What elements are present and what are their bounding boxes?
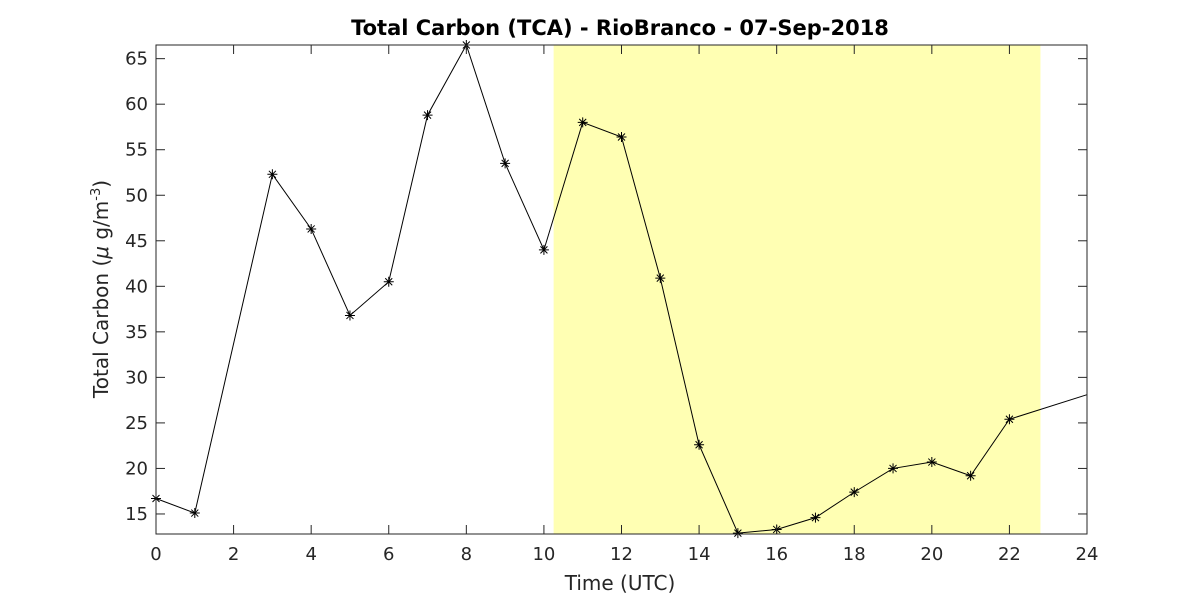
highlight-band — [553, 45, 1041, 534]
asterisk-marker — [500, 158, 511, 169]
data-point — [694, 439, 705, 450]
data-point — [1004, 414, 1015, 425]
data-point — [383, 276, 394, 287]
series-layer — [155, 43, 1010, 534]
asterisk-marker — [344, 310, 355, 321]
data-point — [344, 310, 355, 321]
asterisk-marker — [810, 512, 821, 523]
x-tick-label: 14 — [688, 544, 711, 565]
asterisk-marker — [189, 508, 200, 519]
data-point — [655, 273, 666, 284]
x-tick-label: 4 — [305, 544, 316, 565]
y-tick-label: 65 — [125, 49, 148, 70]
y-axis-label-suffix: ) — [89, 180, 113, 188]
data-point — [926, 457, 937, 468]
x-tick-label: 2 — [228, 544, 239, 565]
y-axis-label-mu: μ — [89, 246, 113, 260]
x-axis-label: Time (UTC) — [564, 571, 676, 595]
asterisk-marker — [306, 223, 317, 234]
data-point — [500, 158, 511, 169]
y-tick-label: 25 — [125, 413, 148, 434]
y-tick-label: 55 — [125, 140, 148, 161]
asterisk-marker — [1004, 414, 1015, 425]
asterisk-marker — [538, 244, 549, 255]
series-line — [155, 43, 1010, 534]
trailing-line — [1009, 394, 1088, 420]
x-tick-label: 24 — [1076, 544, 1099, 565]
data-point — [849, 487, 860, 498]
asterisk-marker — [422, 110, 433, 121]
asterisk-marker — [732, 528, 743, 539]
data-point — [616, 131, 627, 142]
x-tick-label: 12 — [610, 544, 633, 565]
y-tick-label: 30 — [125, 367, 148, 388]
asterisk-marker — [694, 439, 705, 450]
asterisk-marker — [888, 463, 899, 474]
data-point — [577, 117, 588, 128]
x-tick-label: 18 — [843, 544, 866, 565]
data-point — [810, 512, 821, 523]
data-point — [888, 463, 899, 474]
data-point — [422, 110, 433, 121]
y-tick-label: 50 — [125, 185, 148, 206]
x-tick-label: 22 — [998, 544, 1021, 565]
x-tick-label: 20 — [920, 544, 943, 565]
y-ticks: 15 20 25 30 35 40 45 50 55 60 65 — [125, 49, 1087, 525]
asterisk-marker — [655, 273, 666, 284]
trailing-line-layer — [1009, 394, 1088, 420]
data-point — [306, 223, 317, 234]
y-tick-label: 35 — [125, 322, 148, 343]
y-axis-label: Total Carbon (μ g/m-3) — [89, 180, 113, 399]
x-tick-label: 10 — [532, 544, 555, 565]
data-point — [732, 528, 743, 539]
asterisk-marker — [849, 487, 860, 498]
asterisk-marker — [616, 131, 627, 142]
asterisk-marker — [965, 470, 976, 481]
x-tick-label: 16 — [765, 544, 788, 565]
asterisk-marker — [383, 276, 394, 287]
x-tick-label: 6 — [383, 544, 394, 565]
y-tick-label: 45 — [125, 231, 148, 252]
asterisk-marker — [926, 457, 937, 468]
y-tick-label: 40 — [125, 276, 148, 297]
asterisk-marker — [267, 169, 278, 180]
y-tick-label: 20 — [125, 458, 148, 479]
y-axis-label-prefix: Total Carbon ( — [89, 259, 113, 399]
x-tick-label: 8 — [461, 544, 472, 565]
y-tick-label: 60 — [125, 94, 148, 115]
data-point — [267, 169, 278, 180]
x-ticks: 0 2 4 6 8 10 12 14 16 18 20 22 24 — [150, 45, 1098, 565]
data-point — [538, 244, 549, 255]
y-axis-label-unit: g/m — [89, 201, 113, 246]
y-tick-label: 15 — [125, 504, 148, 525]
asterisk-marker — [577, 117, 588, 128]
data-point — [189, 508, 200, 519]
chart-title: Total Carbon (TCA) - RioBranco - 07-Sep-… — [351, 16, 889, 40]
data-point — [965, 470, 976, 481]
x-tick-label: 0 — [150, 544, 161, 565]
y-axis-label-superscript: -3 — [89, 188, 104, 201]
